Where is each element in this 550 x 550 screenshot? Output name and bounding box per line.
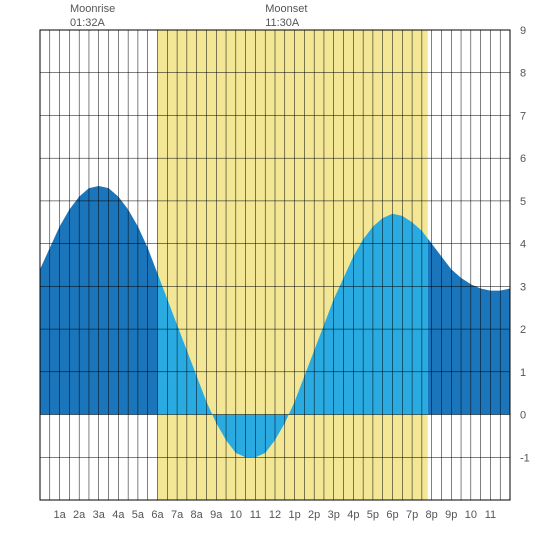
svg-text:6p: 6p <box>386 509 398 521</box>
svg-text:7: 7 <box>520 110 526 122</box>
svg-text:8a: 8a <box>191 509 204 521</box>
svg-text:9a: 9a <box>210 509 223 521</box>
chart-svg: -101234567891a2a3a4a5a6a7a8a9a1011121p2p… <box>0 0 550 550</box>
svg-text:7p: 7p <box>406 509 418 521</box>
tide-chart: -101234567891a2a3a4a5a6a7a8a9a1011121p2p… <box>0 0 550 550</box>
moonrise-time: 01:32A <box>70 16 115 30</box>
svg-text:2p: 2p <box>308 509 320 521</box>
moonset-time: 11:30A <box>265 16 307 30</box>
svg-text:5: 5 <box>520 196 526 208</box>
svg-text:2: 2 <box>520 324 526 336</box>
svg-text:12: 12 <box>269 509 281 521</box>
svg-text:9p: 9p <box>445 509 457 521</box>
svg-text:10: 10 <box>230 509 242 521</box>
moonset-header: Moonset 11:30A <box>265 2 307 31</box>
svg-text:5a: 5a <box>132 509 145 521</box>
svg-text:1a: 1a <box>53 509 66 521</box>
moonrise-label: Moonrise <box>70 2 115 16</box>
svg-text:4p: 4p <box>347 509 359 521</box>
svg-text:3: 3 <box>520 281 526 293</box>
svg-text:8: 8 <box>520 68 526 80</box>
svg-text:2a: 2a <box>73 509 86 521</box>
svg-text:6a: 6a <box>151 509 164 521</box>
svg-text:0: 0 <box>520 410 526 422</box>
moonrise-header: Moonrise 01:32A <box>70 2 115 31</box>
svg-text:-1: -1 <box>520 452 530 464</box>
svg-text:6: 6 <box>520 153 526 165</box>
svg-text:9: 9 <box>520 25 526 37</box>
svg-text:11: 11 <box>250 509 261 521</box>
svg-text:1: 1 <box>520 367 526 379</box>
svg-text:4: 4 <box>520 239 526 251</box>
svg-text:5p: 5p <box>367 509 379 521</box>
svg-text:3p: 3p <box>328 509 340 521</box>
svg-text:7a: 7a <box>171 509 184 521</box>
svg-text:10: 10 <box>465 509 477 521</box>
svg-text:4a: 4a <box>112 509 125 521</box>
svg-text:3a: 3a <box>93 509 106 521</box>
svg-text:8p: 8p <box>426 509 438 521</box>
moonset-label: Moonset <box>265 2 307 16</box>
svg-text:1p: 1p <box>288 509 300 521</box>
svg-text:11: 11 <box>485 509 496 521</box>
